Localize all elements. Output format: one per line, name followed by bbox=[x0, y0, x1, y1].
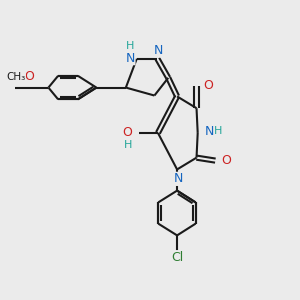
Text: N: N bbox=[154, 44, 164, 57]
Text: O: O bbox=[222, 154, 232, 167]
Text: H: H bbox=[214, 126, 222, 136]
Text: N: N bbox=[174, 172, 183, 185]
Text: CH₃: CH₃ bbox=[6, 72, 26, 82]
Text: O: O bbox=[24, 70, 34, 83]
Text: N: N bbox=[126, 52, 135, 64]
Text: H: H bbox=[123, 140, 132, 150]
Text: H: H bbox=[126, 41, 134, 51]
Text: O: O bbox=[203, 79, 213, 92]
Text: Cl: Cl bbox=[171, 251, 183, 264]
Text: N: N bbox=[205, 125, 214, 138]
Text: O: O bbox=[123, 125, 133, 139]
